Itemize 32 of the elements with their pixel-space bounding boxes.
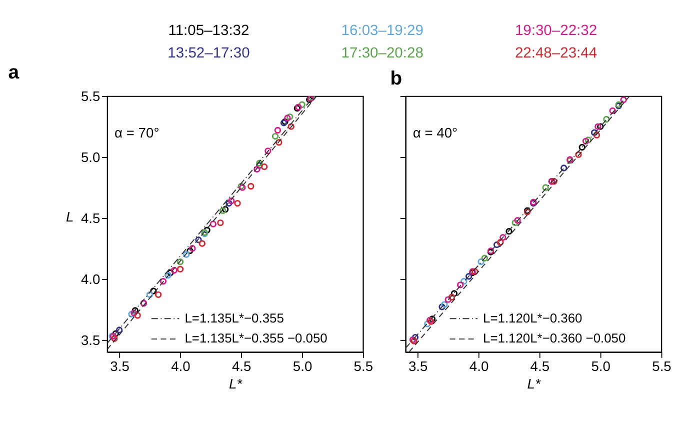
legend-label: L=1.135L*−0.355 bbox=[184, 310, 284, 326]
annotation: α = 40° bbox=[412, 124, 458, 141]
chart-title: a bbox=[8, 62, 20, 84]
chart-title: b bbox=[390, 68, 402, 90]
x-axis-title: L* bbox=[228, 375, 243, 392]
x-tick-label: 3.5 bbox=[110, 358, 130, 374]
legend-label: L=1.135L*−0.355 −0.050 bbox=[184, 330, 328, 346]
y-tick-label: 5.5 bbox=[80, 88, 101, 104]
x-tick-label: 5.5 bbox=[354, 358, 374, 374]
x-tick-label: 5.5 bbox=[652, 358, 672, 374]
text: 22:48–23:44 bbox=[514, 45, 598, 62]
y-axis-title: L bbox=[66, 208, 74, 225]
legend-label: L=1.120L*−0.360 bbox=[483, 310, 582, 326]
x-tick-label: 5.0 bbox=[292, 358, 312, 374]
x-tick-label: 4.0 bbox=[469, 358, 489, 374]
x-tick-label: 4.5 bbox=[530, 358, 550, 374]
y-tick-label: 3.5 bbox=[80, 332, 101, 348]
y-tick-label: 4.0 bbox=[80, 270, 101, 287]
legend-label: L=1.120L*−0.360 −0.050 bbox=[483, 330, 626, 346]
x-axis-title: L* bbox=[527, 375, 541, 392]
text: 19:30–22:32 bbox=[514, 23, 598, 40]
x-tick-label: 4.0 bbox=[171, 358, 191, 374]
y-tick-label: 4.5 bbox=[80, 210, 101, 226]
text: 17:30–20:28 bbox=[341, 45, 424, 62]
x-tick-label: 3.5 bbox=[408, 358, 428, 374]
annotation: α = 70° bbox=[114, 124, 160, 141]
text: 11:05–13:32 bbox=[168, 23, 250, 40]
text: 16:03–19:29 bbox=[341, 23, 424, 40]
text: 13:52–17:30 bbox=[168, 45, 250, 62]
x-tick-label: 5.0 bbox=[591, 358, 611, 374]
y-tick-label: 5.0 bbox=[80, 149, 101, 166]
x-tick-label: 4.5 bbox=[232, 358, 252, 374]
